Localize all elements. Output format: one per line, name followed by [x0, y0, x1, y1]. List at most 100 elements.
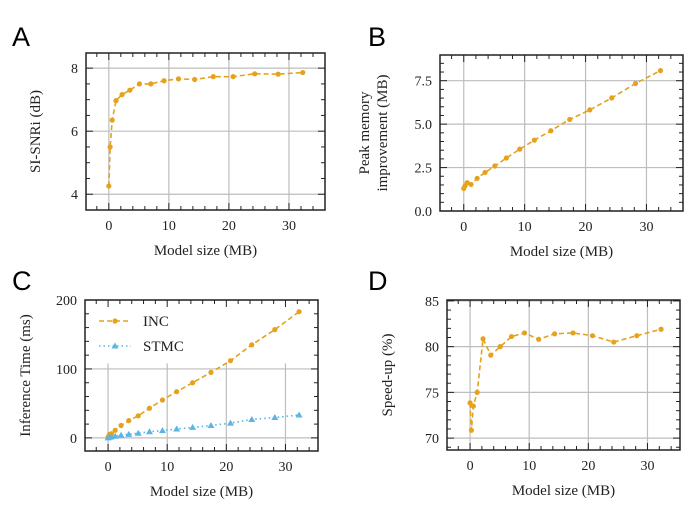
y-tick-label: 80: [425, 341, 439, 356]
x-tick-label: 0: [105, 219, 112, 234]
y-tick-label: 6: [71, 125, 78, 140]
legend-label: INC: [143, 314, 169, 330]
data-point: [192, 76, 198, 83]
data-point: [189, 423, 197, 430]
data-point: [548, 128, 554, 134]
data-point: [207, 421, 215, 428]
data-point: [508, 333, 515, 340]
x-tick-label: 10: [160, 460, 174, 475]
data-point: [657, 68, 664, 74]
data-point: [173, 425, 181, 432]
series-data: [461, 68, 664, 192]
series-line: [108, 71, 303, 187]
data-point: [503, 155, 509, 161]
y-tick-label: 5.0: [415, 118, 433, 133]
data-point: [474, 175, 480, 181]
data-point: [174, 389, 180, 395]
data-point: [111, 432, 119, 439]
legend-marker: [111, 342, 119, 349]
data-point: [517, 146, 523, 152]
x-tick-label: 10: [162, 219, 176, 234]
data-point: [464, 180, 470, 186]
data-point: [488, 352, 494, 358]
panel-D: D 0 10 20 30 70 75 80 85 Model size (MB) Speed-up …: [368, 266, 681, 499]
series-data: [467, 326, 664, 433]
data-point: [300, 69, 306, 76]
data-point: [134, 429, 142, 436]
data-point: [611, 339, 617, 345]
data-point: [609, 95, 615, 101]
data-point: [146, 405, 153, 411]
axes-frame: [85, 52, 326, 211]
panel-label: B: [368, 22, 386, 52]
data-point: [271, 414, 279, 421]
series-line: [463, 69, 661, 189]
data-point: [587, 107, 593, 113]
data-point: [190, 380, 196, 386]
legend-marker: [112, 318, 118, 324]
data-point: [118, 422, 124, 429]
x-tick-label: 20: [219, 460, 233, 475]
y-tick-label: 75: [425, 386, 439, 401]
data-point: [467, 400, 473, 406]
series-line: [107, 311, 300, 438]
y-tick-label: 2.5: [415, 162, 433, 177]
data-point: [208, 369, 214, 375]
data-point: [252, 71, 258, 77]
x-tick-label: 20: [222, 219, 236, 234]
data-point: [632, 80, 639, 87]
x-tick-label: 30: [639, 220, 653, 235]
x-tick-label: 30: [282, 219, 296, 234]
y-tick-label: 70: [425, 432, 439, 447]
data-point: [658, 326, 664, 332]
x-tick-label: 30: [278, 460, 292, 475]
x-axis-title: Model size (MB): [512, 483, 615, 499]
data-point: [570, 330, 576, 336]
panel-C: C 0 10 20 30 0 100 200 Model size (MB) Inference …: [12, 266, 319, 500]
axes-frame: [84, 299, 319, 452]
data-point: [112, 427, 118, 433]
data-point: [135, 413, 141, 419]
x-tick-label: 0: [467, 459, 474, 474]
x-tick-label: 20: [581, 459, 595, 474]
data-point: [295, 411, 303, 418]
data-point: [634, 333, 640, 339]
data-point: [126, 418, 132, 424]
y-axis-title: Speed-up (%): [380, 334, 396, 417]
y-axis-title: Inference Time (ms): [18, 314, 34, 436]
data-point: [210, 74, 216, 80]
data-point: [567, 116, 573, 123]
x-tick-label: 0: [460, 220, 467, 235]
data-point: [145, 428, 153, 435]
panel-B: B 0 10 20 30 0.0 2.5 5.0 7.5 Model size (MB) Peak …: [357, 22, 684, 260]
data-point: [119, 92, 125, 98]
y-axis-title: SI-SNRi (dB): [28, 90, 44, 173]
legend: INC STMC: [99, 314, 184, 355]
data-point: [161, 78, 167, 84]
panel-label: D: [368, 266, 388, 296]
axes-frame: [439, 54, 684, 212]
data-point: [159, 397, 166, 403]
data-point: [106, 183, 112, 189]
data-point: [275, 71, 281, 77]
data-point: [148, 81, 154, 87]
data-point: [468, 427, 474, 433]
y-tick-label: 200: [56, 294, 77, 309]
x-axis-title: Model size (MB): [150, 484, 253, 500]
y-tick-label: 0: [70, 432, 77, 447]
y-tick-label: 85: [425, 295, 439, 310]
axes-frame: [446, 299, 681, 451]
x-tick-label: 20: [579, 220, 593, 235]
data-point: [249, 342, 255, 348]
data-point: [492, 163, 498, 169]
data-point: [480, 336, 486, 342]
data-point: [296, 309, 302, 315]
panel-label: C: [12, 266, 32, 296]
data-point: [470, 403, 476, 409]
data-point: [136, 81, 143, 87]
y-tick-label: 0.0: [415, 205, 433, 220]
y-axis-title: Peak memory: [357, 91, 373, 174]
data-point: [127, 87, 133, 93]
series-data: [106, 69, 306, 189]
